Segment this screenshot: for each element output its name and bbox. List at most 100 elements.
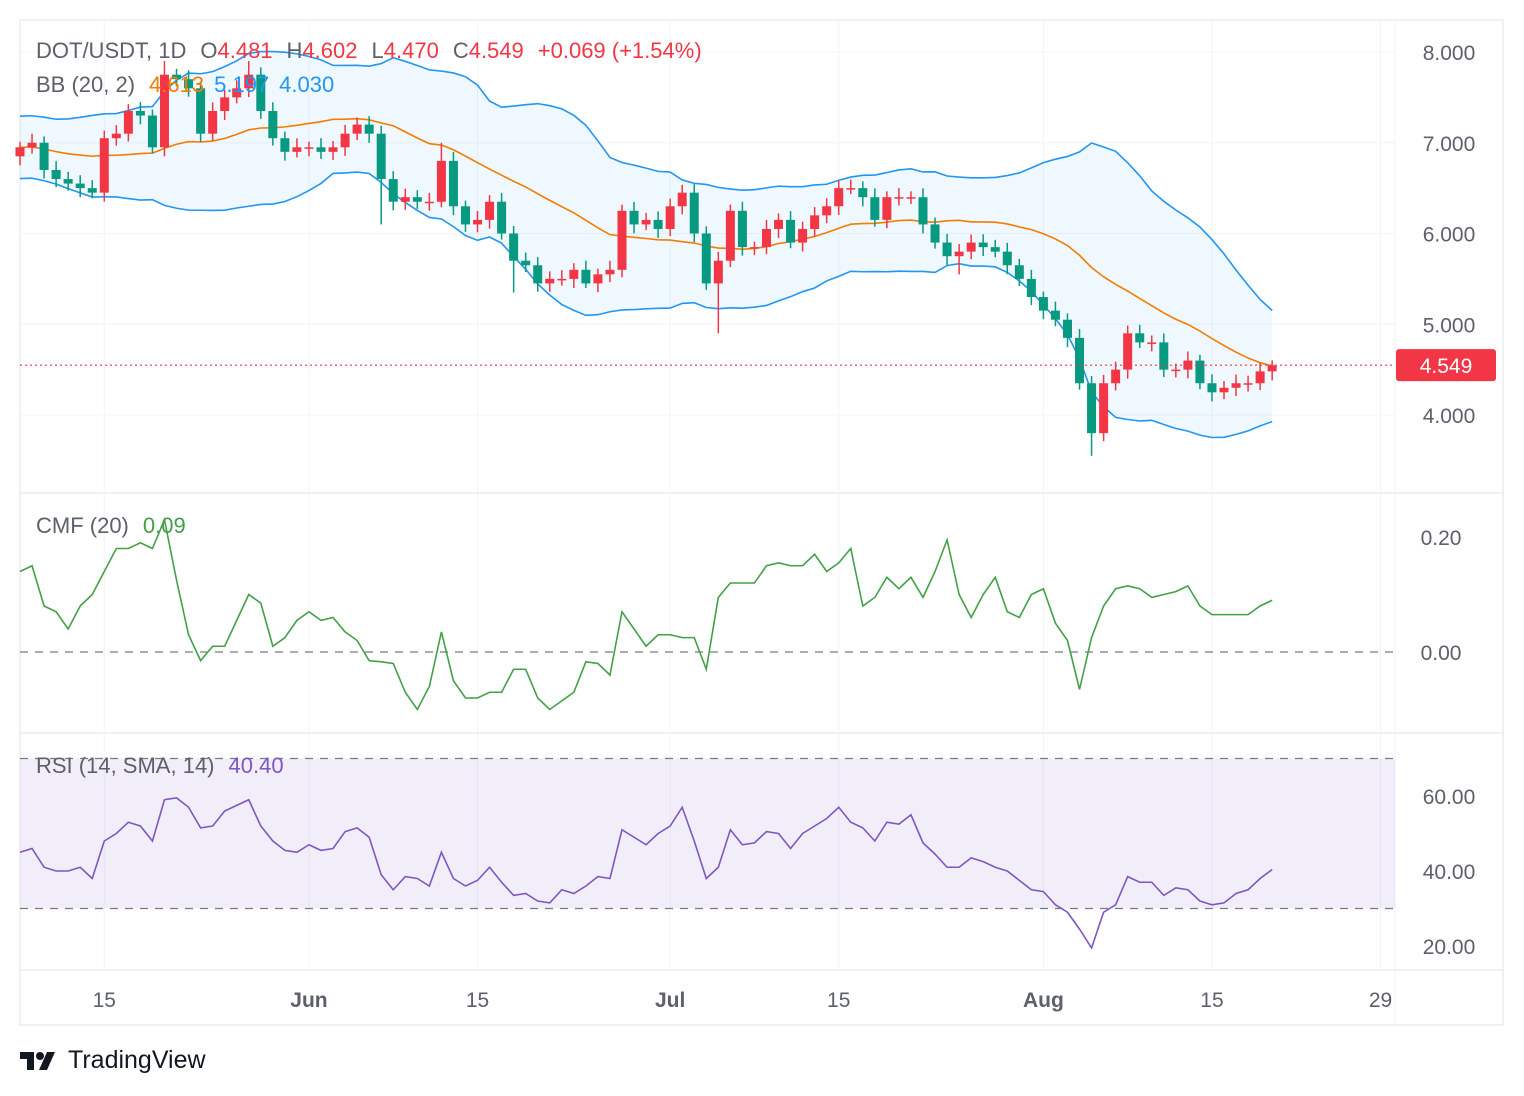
candle-body <box>400 197 410 202</box>
candle-body <box>208 110 218 134</box>
low-value: 4.470 <box>383 38 439 63</box>
candle-body <box>1147 342 1157 344</box>
candle-body <box>1207 383 1217 393</box>
price-tick-label: 6.000 <box>1423 224 1476 247</box>
x-tick-label: Aug <box>1023 989 1064 1012</box>
candle-body <box>123 110 133 134</box>
candle-body <box>1075 337 1085 384</box>
candle-body <box>1014 265 1024 279</box>
rsi-legend[interactable]: RSI (14, SMA, 14) 40.40 <box>36 753 294 779</box>
high-value: 4.602 <box>302 38 358 63</box>
candle-body <box>1159 342 1169 370</box>
close-label: C <box>452 38 469 63</box>
candle-body <box>810 215 820 229</box>
candle-body <box>352 124 362 134</box>
candle-body <box>834 188 844 207</box>
candle-body <box>1171 369 1181 372</box>
candle-body <box>942 242 952 257</box>
candle-body <box>1195 360 1205 384</box>
candle-body <box>159 74 169 148</box>
candle-body <box>27 142 37 148</box>
candle-body <box>15 147 25 157</box>
price-legend: DOT/USDT, 1D O4.481 H4.602 L4.470 C4.549 +0.0… <box>36 38 712 64</box>
candle-body <box>497 201 507 234</box>
candle-body <box>569 269 579 279</box>
candle-body <box>870 197 880 220</box>
price-pane[interactable]: 4.549 <box>15 50 1497 456</box>
cmf-line <box>19 517 1273 712</box>
open-label: O <box>200 38 218 63</box>
tradingview-logo-icon <box>20 1051 55 1070</box>
candle-body <box>617 210 627 270</box>
rsi-tick-label: 40.00 <box>1423 861 1476 884</box>
price-tick-label: 5.000 <box>1423 314 1476 337</box>
candle-body <box>412 197 422 202</box>
candle-body <box>954 251 964 257</box>
candle-body <box>316 147 326 152</box>
symbol-label[interactable]: DOT/USDT, 1D <box>36 38 187 63</box>
rsi-pane[interactable] <box>19 757 1395 950</box>
x-tick-label: 15 <box>1200 989 1223 1012</box>
candle-body <box>292 147 302 152</box>
candle-body <box>930 224 940 243</box>
cmf-pane[interactable] <box>19 517 1395 712</box>
close-value: 4.549 <box>468 38 524 63</box>
candle-body <box>1219 387 1229 393</box>
change-value: +0.069 (+1.54%) <box>537 38 702 63</box>
rsi-tick-label: 20.00 <box>1423 936 1476 959</box>
bb-upper-value: 5.197 <box>214 72 270 97</box>
candle-body <box>894 197 904 199</box>
candle-body <box>918 197 928 225</box>
candle-body <box>172 74 182 80</box>
bb-upper-line <box>19 50 1273 312</box>
candle-body <box>87 188 97 193</box>
candle-body <box>1038 297 1048 311</box>
candle-body <box>858 188 868 198</box>
candle-body <box>774 219 784 229</box>
candle-body <box>364 124 374 134</box>
x-tick-label: 15 <box>827 989 850 1012</box>
candle-body <box>256 74 266 111</box>
candle-body <box>846 188 856 190</box>
candle-body <box>1062 319 1072 338</box>
cmf-tick-label: 0.20 <box>1421 527 1462 550</box>
bb-legend[interactable]: BB (20, 2) 4.613 5.197 4.030 <box>36 72 344 98</box>
candle-body <box>978 242 988 248</box>
candle-body <box>966 242 976 252</box>
candle-body <box>605 269 615 275</box>
candle-body <box>641 219 651 225</box>
candle-body <box>1026 278 1036 298</box>
candle-body <box>63 179 73 184</box>
price-tick-label: 8.000 <box>1423 42 1476 65</box>
candle-body <box>545 278 555 284</box>
rsi-line <box>19 797 1273 950</box>
bb-lower-value: 4.030 <box>279 72 335 97</box>
candle-body <box>280 138 290 152</box>
axes: 15 Jun 15 Jul 15 Aug 15 29 8.000 7.000 6.000 5.000 4… <box>93 42 1476 1012</box>
candle-body <box>1243 383 1253 385</box>
cmf-legend[interactable]: CMF (20) 0.09 <box>36 513 196 539</box>
candle-body <box>593 274 603 284</box>
candle-body <box>51 169 61 180</box>
candle-body <box>1255 371 1265 384</box>
candle-body <box>701 233 711 284</box>
candle-body <box>665 206 675 229</box>
candle-body <box>786 219 796 243</box>
bb-label: BB (20, 2) <box>36 72 136 97</box>
candle-body <box>328 147 338 152</box>
candle-body <box>473 219 483 225</box>
candle-body <box>713 260 723 284</box>
rsi-band-fill <box>20 758 1395 909</box>
candle-body <box>882 197 892 220</box>
candle-body <box>629 210 639 225</box>
last-price-tag-text: 4.549 <box>1420 355 1473 378</box>
candle-body <box>533 265 543 284</box>
candle-body <box>184 79 194 89</box>
candle-body <box>448 160 458 207</box>
tradingview-logo[interactable]: TradingView <box>20 1046 206 1075</box>
candle-body <box>268 110 278 139</box>
candle-body <box>906 197 916 199</box>
candle-body <box>1087 383 1097 434</box>
candle-body <box>1002 251 1012 266</box>
